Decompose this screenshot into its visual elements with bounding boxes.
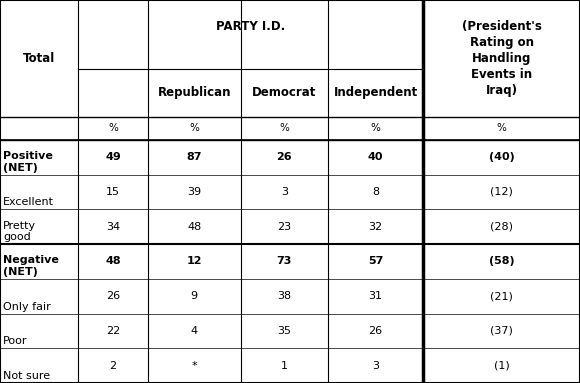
Text: 31: 31 [368,291,383,301]
Text: Not sure: Not sure [3,371,50,381]
Text: 48: 48 [106,256,121,267]
Text: %: % [371,123,380,133]
Text: Poor: Poor [3,336,27,346]
Text: (1): (1) [494,361,510,371]
Text: 57: 57 [368,256,383,267]
Text: 87: 87 [187,152,202,162]
Text: (President's
Rating on
Handling
Events in
Iraq): (President's Rating on Handling Events i… [462,20,542,97]
Text: 2: 2 [110,361,117,371]
Text: Republican: Republican [158,87,231,99]
Text: (28): (28) [490,222,513,232]
Text: 9: 9 [191,291,198,301]
Text: 48: 48 [187,222,201,232]
Text: %: % [108,123,118,133]
Text: Independent: Independent [334,87,418,99]
Text: 38: 38 [277,291,291,301]
Text: 23: 23 [277,222,291,232]
Text: 3: 3 [372,361,379,371]
Text: Total: Total [23,52,55,65]
Text: 40: 40 [368,152,383,162]
Text: Democrat: Democrat [252,87,316,99]
Text: 73: 73 [277,256,292,267]
Text: Negative
(NET): Negative (NET) [3,255,59,277]
Text: 26: 26 [106,291,120,301]
Text: (58): (58) [489,256,514,267]
Text: %: % [496,123,507,133]
Text: Positive
(NET): Positive (NET) [3,151,53,173]
Text: Excellent: Excellent [3,197,54,207]
Text: 12: 12 [187,256,202,267]
Text: %: % [189,123,200,133]
Text: 35: 35 [277,326,291,336]
Text: (37): (37) [490,326,513,336]
Text: 32: 32 [368,222,383,232]
Text: 3: 3 [281,187,288,197]
Text: 49: 49 [105,152,121,162]
Text: 26: 26 [368,326,383,336]
Text: 4: 4 [191,326,198,336]
Text: (12): (12) [490,187,513,197]
Text: (21): (21) [490,291,513,301]
Text: 39: 39 [187,187,201,197]
Text: %: % [279,123,289,133]
Text: 15: 15 [106,187,120,197]
Text: *: * [191,361,197,371]
Text: 1: 1 [281,361,288,371]
Text: Only fair: Only fair [3,301,50,312]
Text: Pretty
good: Pretty good [3,221,36,242]
Text: (40): (40) [489,152,514,162]
Text: 22: 22 [106,326,120,336]
Text: 8: 8 [372,187,379,197]
Text: 34: 34 [106,222,120,232]
Text: PARTY I.D.: PARTY I.D. [216,20,285,33]
Text: 26: 26 [277,152,292,162]
